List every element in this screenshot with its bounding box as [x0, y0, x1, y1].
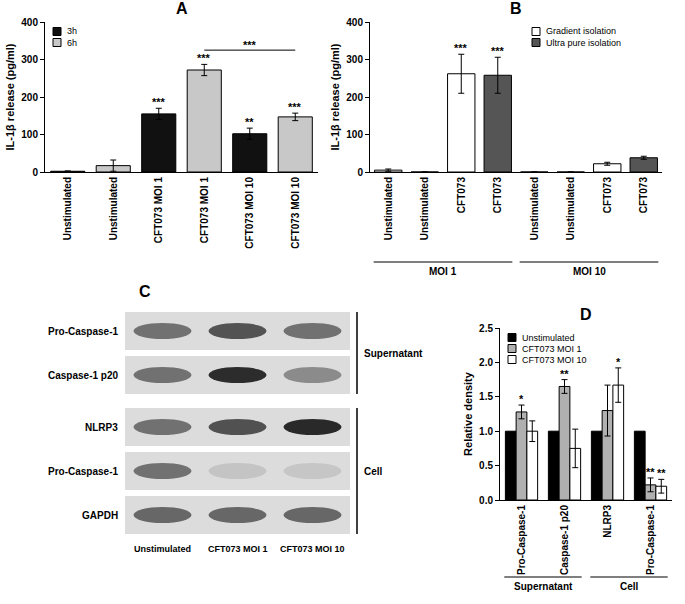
svg-text:**: ** [560, 368, 569, 380]
svg-text:Cell: Cell [364, 466, 383, 477]
svg-text:0: 0 [357, 167, 363, 178]
svg-text:400: 400 [346, 17, 363, 28]
svg-text:CFT073 MOI 1: CFT073 MOI 1 [208, 544, 268, 554]
svg-text:CFT073: CFT073 [492, 177, 503, 214]
svg-text:1.5: 1.5 [479, 391, 493, 402]
svg-text:Unstimulated: Unstimulated [529, 177, 540, 240]
svg-text:3h: 3h [67, 26, 77, 36]
svg-text:Caspase-1 p20: Caspase-1 p20 [48, 370, 118, 381]
svg-text:C: C [139, 283, 151, 300]
svg-text:Relative density: Relative density [462, 371, 474, 456]
svg-text:IL-1β release (pg/ml): IL-1β release (pg/ml) [4, 43, 16, 150]
svg-text:Gradient isolation: Gradient isolation [546, 26, 616, 36]
svg-text:***: *** [197, 52, 211, 64]
svg-text:Pro-Caspase-1: Pro-Caspase-1 [645, 505, 656, 575]
svg-text:Cell: Cell [620, 581, 639, 592]
svg-text:Caspase-1 p20: Caspase-1 p20 [559, 505, 570, 575]
svg-text:*: * [616, 356, 621, 368]
svg-text:200: 200 [346, 92, 363, 103]
svg-text:GAPDH: GAPDH [82, 510, 118, 521]
svg-text:A: A [176, 0, 188, 17]
svg-text:Unstimulated: Unstimulated [522, 333, 575, 343]
svg-text:D: D [580, 306, 592, 323]
svg-text:400: 400 [21, 17, 38, 28]
svg-text:CFT073 MOI 10: CFT073 MOI 10 [244, 177, 255, 249]
svg-text:IL-1β release (pg/ml): IL-1β release (pg/ml) [329, 43, 341, 150]
svg-text:Pro-Caspase-1: Pro-Caspase-1 [48, 326, 118, 337]
svg-text:***: *** [491, 45, 505, 57]
svg-text:CFT073 MOI 10: CFT073 MOI 10 [522, 355, 587, 365]
svg-text:***: *** [454, 42, 468, 54]
svg-text:MOI 10: MOI 10 [573, 266, 606, 277]
svg-text:0.0: 0.0 [479, 495, 493, 506]
svg-text:Unstimulated: Unstimulated [62, 177, 73, 240]
svg-text:Unstimulated: Unstimulated [108, 177, 119, 240]
svg-text:0.5: 0.5 [479, 460, 493, 471]
svg-text:NLRP3: NLRP3 [602, 505, 613, 538]
svg-text:Unstimulated: Unstimulated [134, 544, 191, 554]
svg-text:Pro-Caspase-1: Pro-Caspase-1 [48, 466, 118, 477]
svg-text:1.0: 1.0 [479, 426, 493, 437]
svg-text:CFT073: CFT073 [638, 177, 649, 214]
svg-text:CFT073 MOI 1: CFT073 MOI 1 [153, 177, 164, 244]
svg-text:6h: 6h [67, 38, 77, 48]
svg-text:**: ** [646, 466, 655, 478]
svg-text:CFT073: CFT073 [456, 177, 467, 214]
svg-text:***: *** [152, 96, 166, 108]
svg-text:**: ** [657, 467, 666, 479]
svg-text:***: *** [243, 39, 257, 51]
svg-text:***: *** [288, 101, 302, 113]
svg-text:MOI 1: MOI 1 [429, 266, 457, 277]
svg-text:B: B [510, 0, 522, 17]
svg-text:Ultra pure isolation: Ultra pure isolation [546, 38, 621, 48]
svg-text:CFT073 MOI 10: CFT073 MOI 10 [290, 177, 301, 249]
svg-text:Pro-Caspase-1: Pro-Caspase-1 [516, 505, 527, 575]
svg-text:300: 300 [21, 54, 38, 65]
svg-text:Unstimulated: Unstimulated [383, 177, 394, 240]
svg-text:2.5: 2.5 [479, 323, 493, 334]
svg-text:100: 100 [346, 129, 363, 140]
svg-text:Unstimulated: Unstimulated [565, 177, 576, 240]
svg-text:2.0: 2.0 [479, 357, 493, 368]
svg-text:NLRP3: NLRP3 [85, 422, 118, 433]
svg-text:*: * [519, 393, 524, 405]
svg-text:CFT073 MOI 1: CFT073 MOI 1 [199, 177, 210, 244]
svg-text:CFT073 MOI 1: CFT073 MOI 1 [522, 344, 582, 354]
svg-text:**: ** [245, 116, 254, 128]
svg-text:CFT073: CFT073 [602, 177, 613, 214]
svg-text:CFT073 MOI 10: CFT073 MOI 10 [280, 544, 345, 554]
svg-text:100: 100 [21, 129, 38, 140]
svg-text:Supernatant: Supernatant [364, 348, 423, 359]
svg-text:200: 200 [21, 92, 38, 103]
svg-text:0: 0 [32, 167, 38, 178]
svg-text:300: 300 [346, 54, 363, 65]
svg-text:Supernatant: Supernatant [514, 581, 573, 592]
svg-text:Unstimulated: Unstimulated [419, 177, 430, 240]
